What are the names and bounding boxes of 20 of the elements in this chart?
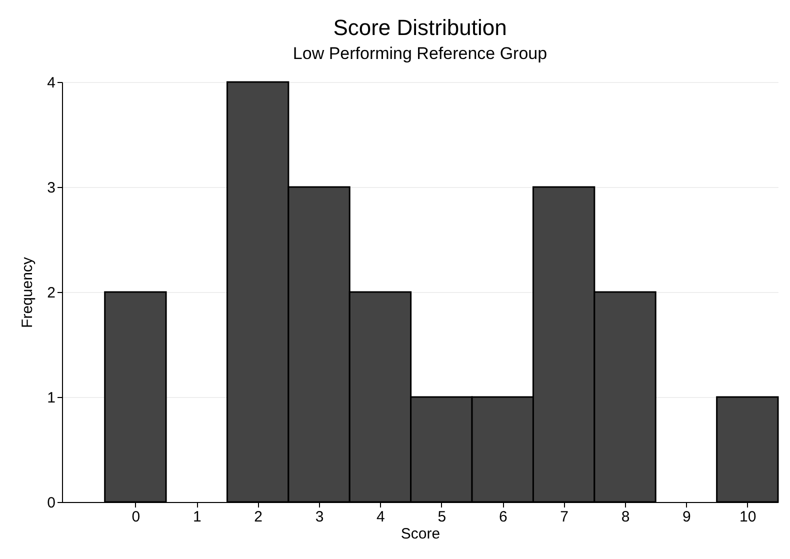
x-tick-label: 9 — [682, 508, 691, 526]
x-tick-label: 3 — [315, 508, 324, 526]
chart-subtitle: Low Performing Reference Group — [292, 44, 548, 63]
x-tick-label: 7 — [560, 508, 568, 526]
x-tick-label: 4 — [376, 508, 385, 526]
x-tick-label: 2 — [254, 508, 262, 526]
x-tick-label: 0 — [132, 508, 140, 526]
y-tick-label: 0 — [47, 494, 56, 512]
y-tick-label: 1 — [47, 390, 56, 406]
y-tick-label: 3 — [47, 180, 56, 196]
y-axis-title: Frequency — [19, 256, 36, 328]
x-tick-label: 6 — [498, 508, 508, 526]
chart-title: Score Distribution — [333, 15, 507, 40]
y-tick-label: 2 — [47, 284, 56, 302]
x-tick-label: 5 — [438, 508, 446, 526]
y-tick-label: 4 — [47, 74, 56, 92]
x-tick-label: 10 — [740, 508, 756, 526]
x-axis-title: Score — [400, 526, 440, 542]
x-tick-label: 1 — [192, 508, 202, 526]
x-tick-label: 8 — [621, 508, 630, 526]
